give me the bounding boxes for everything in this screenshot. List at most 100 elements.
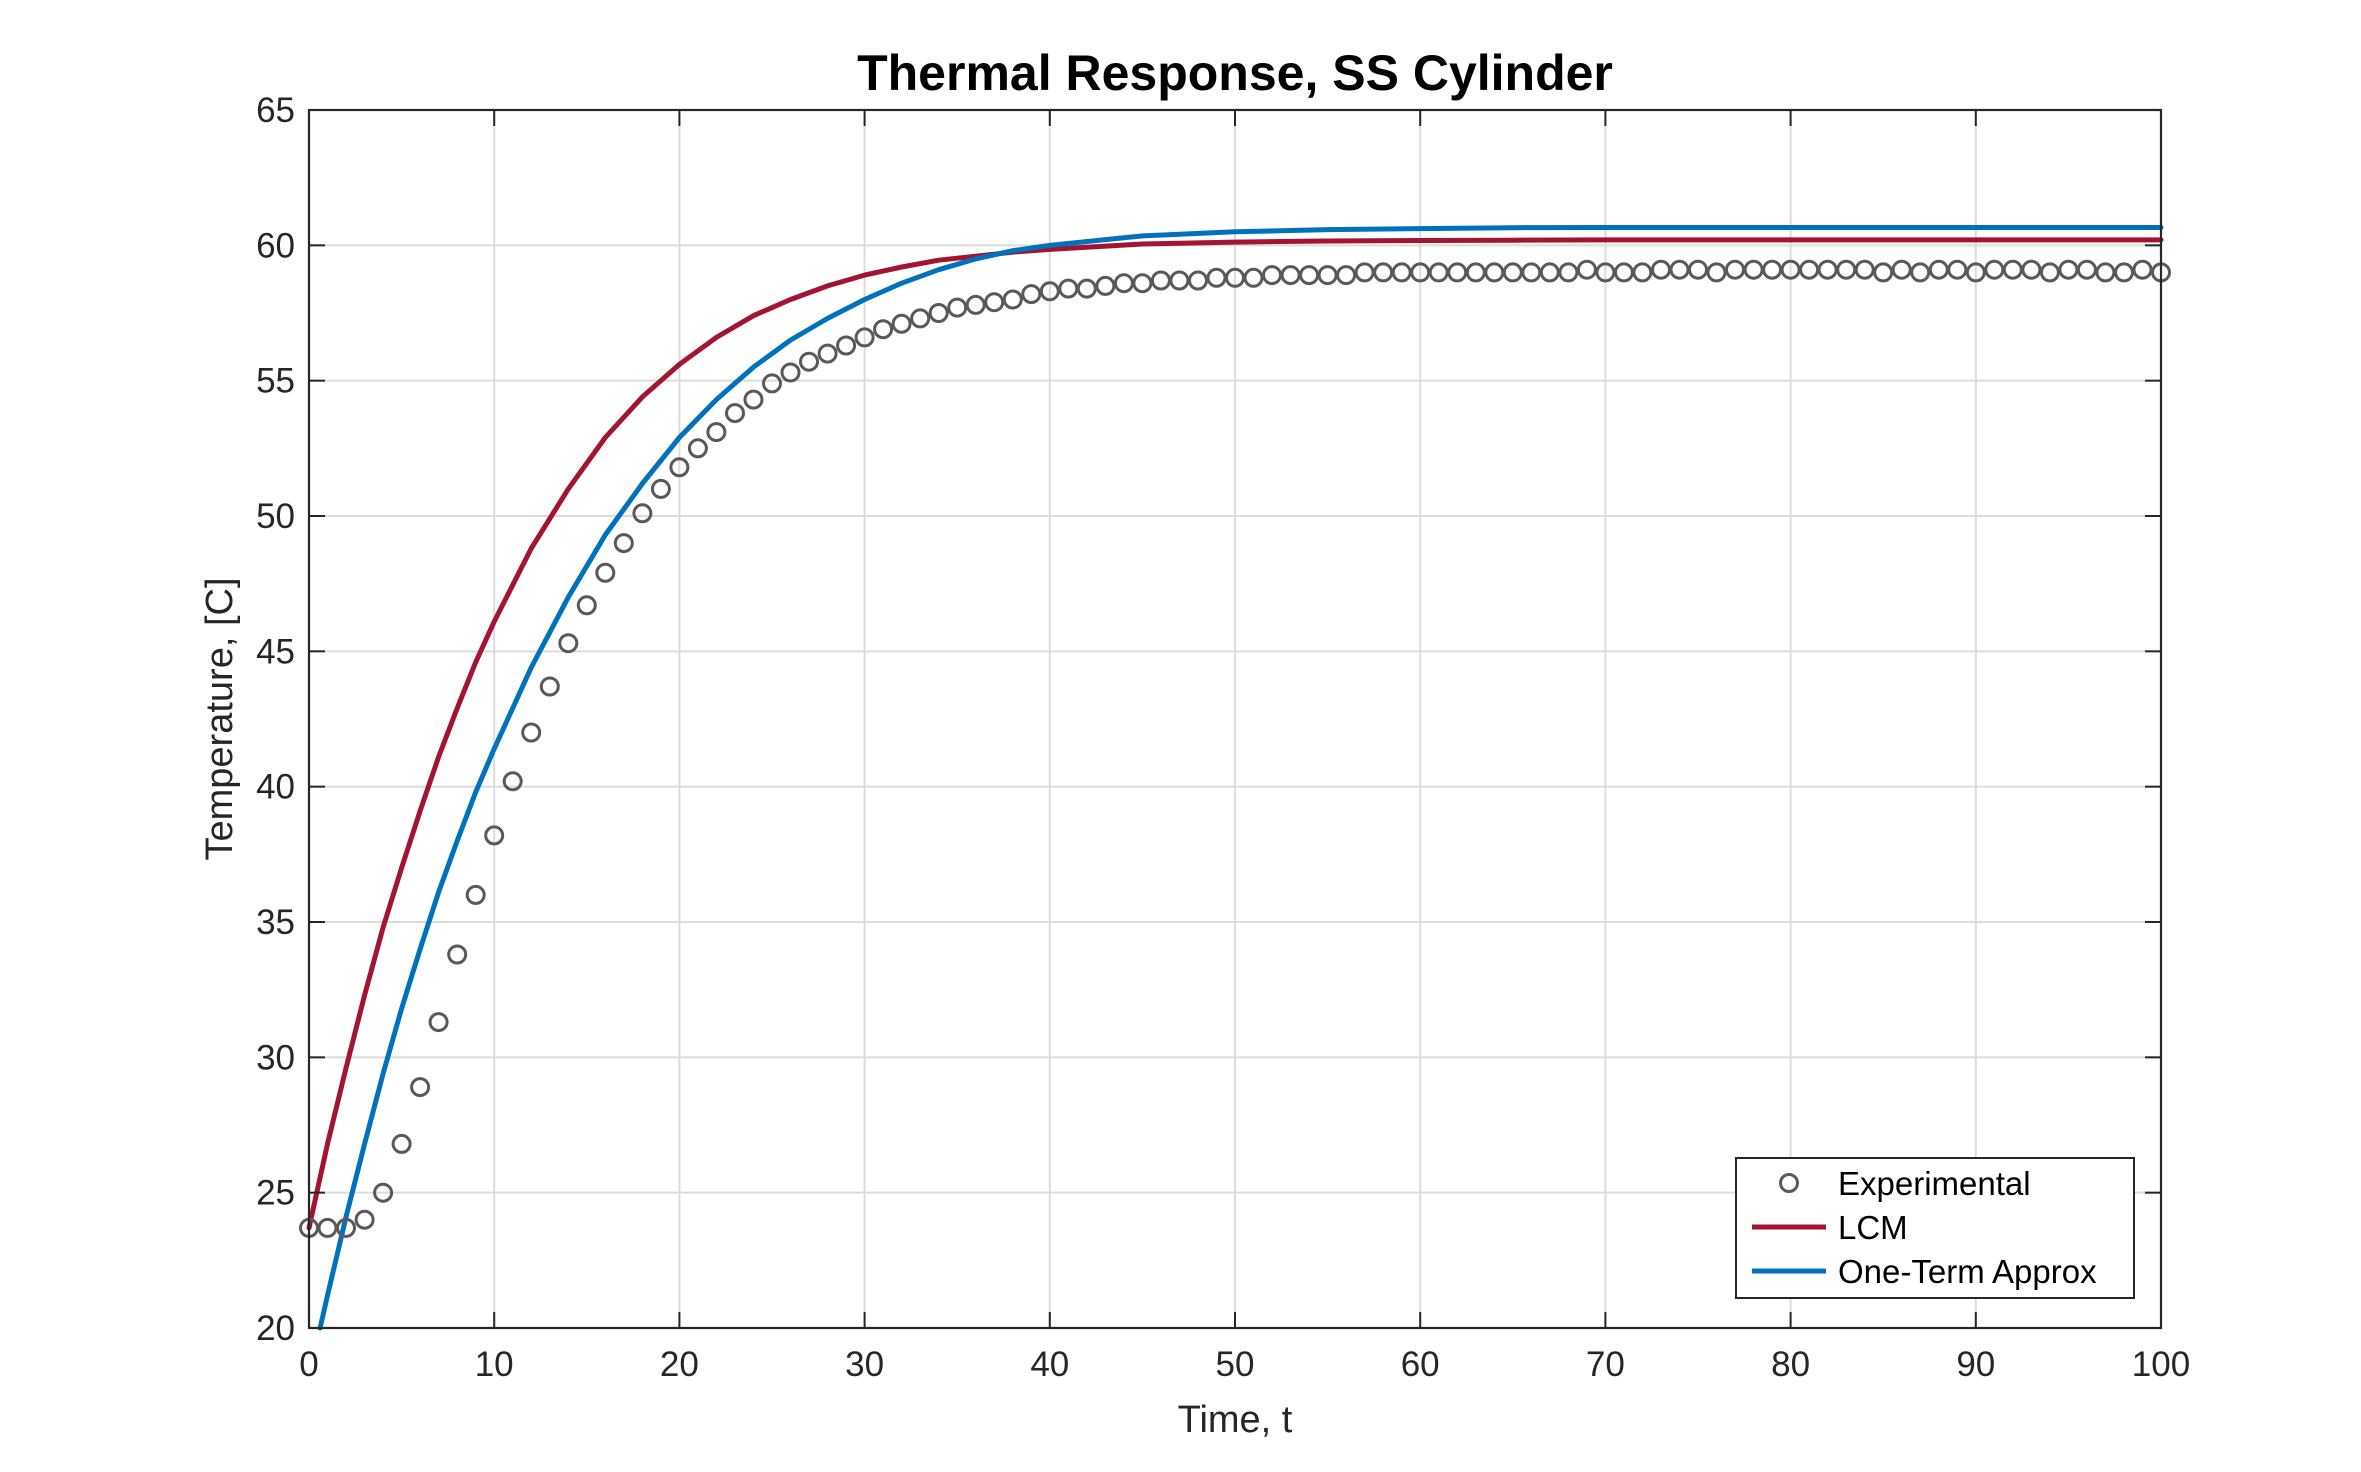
y-axis-label: Temperature, [C]: [199, 578, 241, 861]
data-point-experimental: [558, 633, 579, 654]
data-point-experimental: [1354, 262, 1375, 283]
data-point-experimental: [1817, 259, 1838, 280]
data-point-experimental: [2021, 259, 2042, 280]
data-point-experimental: [799, 351, 819, 372]
x-tick-label: 50: [1216, 1345, 1255, 1384]
x-tick-label: 80: [1771, 1345, 1810, 1384]
y-tick-label: 50: [256, 497, 295, 536]
legend-marker-experimental: [1779, 1173, 1799, 1193]
series-layer: [299, 225, 2171, 1331]
y-tick-label: 40: [256, 768, 295, 807]
data-point-experimental: [1910, 262, 1931, 283]
data-point-experimental: [595, 562, 616, 583]
x-tick-label: 70: [1586, 1345, 1625, 1384]
y-tick-label: 65: [256, 91, 295, 130]
data-point-experimental: [891, 313, 912, 334]
x-tick-label: 40: [1030, 1345, 1069, 1384]
x-tick-label: 0: [299, 1345, 318, 1384]
data-point-experimental: [965, 294, 986, 315]
y-tick-label: 30: [256, 1038, 295, 1077]
x-tick-label: 20: [660, 1345, 699, 1384]
data-point-experimental: [391, 1133, 412, 1154]
legend-label-lcm: LCM: [1838, 1209, 1908, 1246]
data-point-experimental: [2114, 262, 2134, 283]
series-line-lcm: [306, 237, 2164, 1231]
data-point-experimental: [1632, 262, 1653, 283]
data-point-experimental: [1243, 267, 1264, 288]
data-point-experimental: [502, 771, 523, 792]
x-tick-label: 30: [845, 1345, 884, 1384]
data-point-experimental: [1891, 259, 1912, 280]
x-axis-label: Time, t: [1178, 1399, 1293, 1441]
data-point-experimental: [1021, 284, 1042, 305]
data-point-experimental: [1169, 270, 1190, 291]
data-point-experimental: [1188, 270, 1208, 291]
data-point-experimental: [613, 533, 634, 554]
data-point-experimental: [1854, 259, 1875, 280]
data-point-experimental: [1447, 262, 1468, 283]
y-tick-label: 60: [256, 226, 295, 265]
data-point-experimental: [2002, 259, 2023, 280]
data-point-experimental: [1539, 262, 1560, 283]
data-point-experimental: [1132, 273, 1153, 294]
data-point-experimental: [1002, 289, 1023, 310]
data-point-experimental: [873, 319, 894, 340]
grid-lines: [309, 110, 2161, 1328]
data-point-experimental: [928, 303, 949, 323]
y-tick-label: 45: [256, 632, 295, 671]
legend-label-experimental: Experimental: [1838, 1165, 2031, 1202]
legend-label-one-term-approx: One-Term Approx: [1838, 1253, 2097, 1290]
data-point-experimental: [706, 422, 727, 443]
data-point-experimental: [743, 389, 764, 410]
data-point-experimental: [984, 292, 1005, 313]
x-tick-label: 10: [475, 1345, 514, 1384]
data-point-experimental: [2132, 259, 2153, 280]
data-point-experimental: [465, 884, 486, 905]
legend: Experimental LCM One-Term Approx: [1735, 1157, 2135, 1299]
data-point-experimental: [336, 1217, 356, 1238]
data-point-experimental: [539, 676, 560, 697]
data-point-experimental: [1336, 265, 1357, 286]
data-point-experimental: [910, 308, 931, 329]
x-tick-label: 90: [1956, 1345, 1995, 1384]
data-point-experimental: [632, 503, 653, 524]
data-point-experimental: [354, 1209, 375, 1230]
data-point-experimental: [669, 457, 690, 478]
data-point-experimental: [2076, 259, 2097, 280]
data-point-experimental: [836, 335, 857, 356]
data-point-experimental: [1706, 262, 1727, 283]
data-point-experimental: [1947, 259, 1968, 280]
data-point-experimental: [1558, 262, 1579, 283]
data-point-experimental: [854, 327, 875, 348]
data-point-experimental: [1725, 259, 1745, 280]
data-point-experimental: [725, 403, 745, 424]
data-point-experimental: [2095, 262, 2116, 283]
x-tick-label: 60: [1401, 1345, 1440, 1384]
y-tick-label: 25: [256, 1174, 295, 1213]
data-point-experimental: [428, 1012, 449, 1033]
data-point-experimental: [1039, 281, 1060, 302]
data-point-experimental: [1873, 262, 1894, 283]
data-point-experimental: [1095, 275, 1116, 296]
data-point-experimental: [1965, 262, 1986, 283]
data-point-experimental: [1688, 259, 1708, 280]
data-point-experimental: [1076, 278, 1097, 299]
axis-ticks: 0 10 20 30 40 50 60 70 80 90 100 20 25 30 35 40 45 50 55 60…: [256, 91, 2190, 1384]
data-point-experimental: [762, 373, 782, 394]
chart-title: Thermal Response, SS Cylinder: [857, 45, 1613, 101]
data-point-experimental: [1576, 259, 1597, 280]
data-point-experimental: [410, 1077, 431, 1098]
data-point-experimental: [576, 595, 597, 616]
y-tick-label: 55: [256, 362, 295, 401]
series-line-one-term-approx: [317, 225, 2164, 1331]
y-tick-label: 20: [256, 1309, 295, 1348]
data-point-experimental: [2039, 262, 2060, 283]
data-point-experimental: [484, 825, 505, 846]
data-point-experimental: [1262, 265, 1282, 286]
data-point-experimental: [780, 362, 801, 383]
data-point-experimental: [521, 722, 542, 743]
data-point-experimental: [687, 438, 708, 459]
data-point-experimental: [817, 343, 838, 364]
x-tick-label: 100: [2132, 1345, 2190, 1384]
